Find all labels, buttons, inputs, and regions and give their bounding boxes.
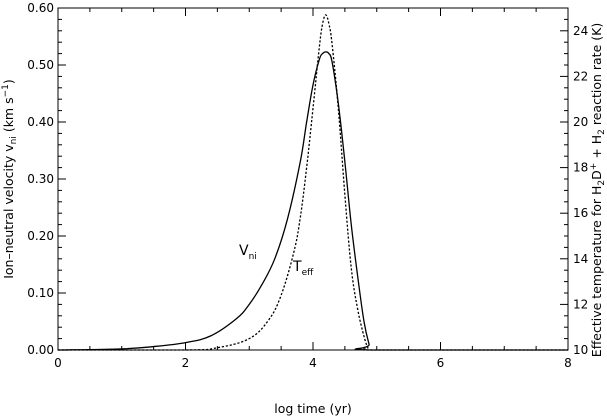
y-left-tick-label: 0.40 bbox=[27, 115, 54, 129]
x-axis-ticks: 0 2 4 6 8 bbox=[54, 8, 572, 370]
x-axis-title: log time (yr) bbox=[274, 401, 352, 416]
series-label-teff: Teff bbox=[292, 259, 314, 278]
x-tick-label: 8 bbox=[564, 356, 572, 370]
y-right-axis-ticks: 10 12 14 16 18 20 22 24 bbox=[560, 7, 588, 357]
series-label-vni: Vni bbox=[239, 243, 257, 262]
y-right-tick-label: 12 bbox=[573, 297, 588, 311]
y-left-tick-label: 0.30 bbox=[27, 172, 54, 186]
y-left-tick-label: 0.20 bbox=[27, 229, 54, 243]
y-right-tick-label: 18 bbox=[573, 161, 588, 175]
series-line-vni bbox=[57, 51, 568, 351]
y-left-tick-label: 0.50 bbox=[27, 58, 54, 72]
y-right-tick-label: 16 bbox=[573, 206, 588, 220]
series-line-teff bbox=[58, 14, 568, 351]
series-layer bbox=[57, 14, 568, 351]
y-right-tick-label: 22 bbox=[573, 69, 588, 83]
y-left-axis-ticks: 0.00 0.10 0.20 0.30 0.40 0.50 0.60 bbox=[27, 1, 66, 357]
y-right-tick-label: 20 bbox=[573, 115, 588, 129]
y-left-tick-label: 0.00 bbox=[27, 343, 54, 357]
x-tick-label: 0 bbox=[54, 356, 62, 370]
x-tick-label: 2 bbox=[182, 356, 190, 370]
y-left-axis-title: Ion–neutral velocity vni (km s−1) bbox=[1, 79, 19, 279]
plot-frame bbox=[57, 7, 569, 351]
y-right-tick-label: 24 bbox=[573, 24, 588, 38]
y-right-tick-label: 10 bbox=[573, 343, 588, 357]
x-tick-label: 6 bbox=[437, 356, 445, 370]
y-right-axis-title: Effective temperature for H2D+ + H2 reac… bbox=[589, 23, 607, 357]
x-tick-label: 4 bbox=[309, 356, 317, 370]
y-right-tick-label: 14 bbox=[573, 252, 588, 266]
y-left-tick-label: 0.10 bbox=[27, 286, 54, 300]
y-left-tick-label: 0.60 bbox=[27, 1, 54, 15]
